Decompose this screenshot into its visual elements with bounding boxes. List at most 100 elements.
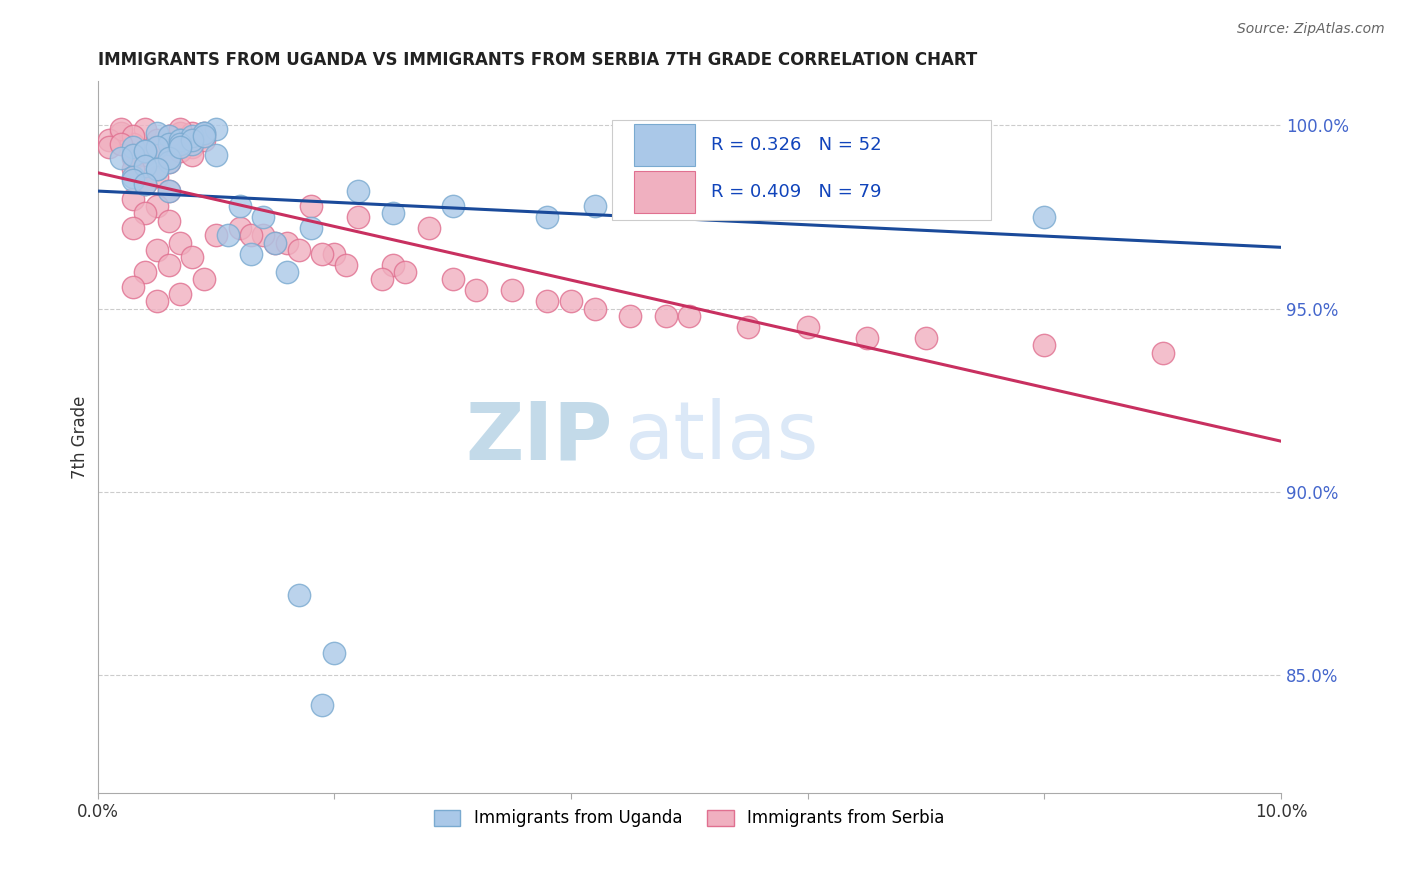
Point — [110, 152, 132, 166]
Point — [654, 309, 676, 323]
Point — [347, 185, 370, 199]
Point — [619, 192, 641, 206]
Point — [122, 192, 145, 206]
Point — [122, 147, 145, 161]
Point — [169, 235, 191, 250]
Point — [122, 279, 145, 293]
Point — [169, 136, 191, 151]
Point — [145, 133, 167, 147]
Point — [323, 646, 346, 660]
Point — [287, 243, 309, 257]
Point — [678, 309, 700, 323]
Point — [122, 140, 145, 154]
Point — [169, 133, 191, 147]
Point — [157, 136, 180, 151]
Point — [134, 177, 156, 191]
Y-axis label: 7th Grade: 7th Grade — [72, 395, 89, 479]
Point — [501, 283, 523, 297]
Point — [145, 199, 167, 213]
Point — [134, 206, 156, 220]
Point — [193, 129, 215, 144]
Point — [134, 144, 156, 158]
FancyBboxPatch shape — [613, 120, 991, 220]
Point — [157, 129, 180, 144]
Point — [169, 287, 191, 301]
Point — [134, 144, 156, 158]
Point — [157, 185, 180, 199]
Point — [560, 294, 582, 309]
Point — [134, 159, 156, 173]
Point — [915, 331, 938, 345]
Point — [1033, 338, 1056, 352]
Point — [370, 272, 392, 286]
Point — [347, 210, 370, 224]
Point — [240, 228, 263, 243]
Point — [299, 199, 322, 213]
Point — [181, 126, 204, 140]
FancyBboxPatch shape — [634, 124, 695, 166]
Point — [796, 136, 818, 151]
Point — [169, 122, 191, 136]
Point — [181, 140, 204, 154]
Point — [228, 199, 250, 213]
Point — [465, 283, 488, 297]
Point — [157, 213, 180, 227]
Text: R = 0.409   N = 79: R = 0.409 N = 79 — [710, 183, 882, 201]
Point — [134, 265, 156, 279]
Point — [1033, 210, 1056, 224]
Point — [169, 140, 191, 154]
Point — [157, 258, 180, 272]
Point — [157, 155, 180, 169]
Point — [181, 129, 204, 144]
Point — [193, 126, 215, 140]
Point — [98, 140, 121, 154]
Point — [796, 320, 818, 334]
Point — [145, 140, 167, 154]
Point — [441, 199, 464, 213]
Point — [110, 122, 132, 136]
Point — [1152, 345, 1174, 359]
Legend: Immigrants from Uganda, Immigrants from Serbia: Immigrants from Uganda, Immigrants from … — [427, 803, 952, 834]
Point — [193, 133, 215, 147]
Point — [737, 320, 759, 334]
Point — [110, 136, 132, 151]
Point — [122, 169, 145, 184]
Point — [205, 228, 228, 243]
Point — [181, 147, 204, 161]
Point — [418, 221, 440, 235]
Text: R = 0.326   N = 52: R = 0.326 N = 52 — [710, 136, 882, 154]
Point — [264, 235, 287, 250]
Point — [323, 246, 346, 260]
Point — [145, 162, 167, 177]
Point — [276, 235, 298, 250]
Point — [157, 129, 180, 144]
Point — [311, 246, 333, 260]
Point — [193, 272, 215, 286]
Point — [122, 136, 145, 151]
Point — [619, 309, 641, 323]
Point — [217, 228, 239, 243]
Point — [181, 133, 204, 147]
Point — [134, 144, 156, 158]
Point — [193, 126, 215, 140]
Point — [134, 122, 156, 136]
Point — [205, 122, 228, 136]
Point — [276, 265, 298, 279]
Point — [583, 199, 606, 213]
Point — [335, 258, 357, 272]
Point — [583, 301, 606, 316]
Point — [299, 221, 322, 235]
Point — [169, 133, 191, 147]
Point — [394, 265, 416, 279]
Point — [240, 246, 263, 260]
Text: IMMIGRANTS FROM UGANDA VS IMMIGRANTS FROM SERBIA 7TH GRADE CORRELATION CHART: IMMIGRANTS FROM UGANDA VS IMMIGRANTS FRO… — [97, 51, 977, 69]
Point — [134, 144, 156, 158]
Point — [169, 144, 191, 158]
Point — [157, 185, 180, 199]
Point — [264, 235, 287, 250]
Point — [287, 588, 309, 602]
Point — [855, 331, 877, 345]
Point — [536, 294, 558, 309]
Point — [915, 126, 938, 140]
Point — [122, 129, 145, 144]
